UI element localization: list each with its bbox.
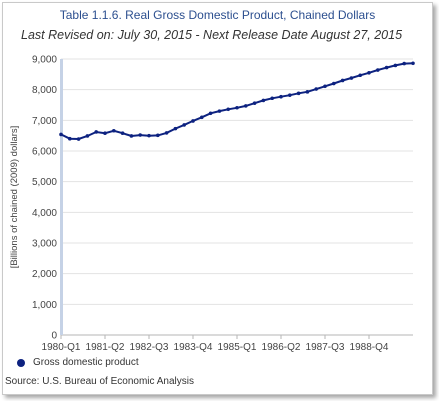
gdp-data-point xyxy=(323,84,327,89)
chart-frame: Table 1.1.6. Real Gross Domestic Product… xyxy=(2,2,433,395)
gdp-data-point xyxy=(59,132,63,137)
gdp-data-point xyxy=(164,131,169,135)
x-tick-label: 1980-Q1 xyxy=(42,342,81,353)
gdp-data-point xyxy=(349,76,354,80)
x-tick-label: 1981-Q2 xyxy=(86,342,125,353)
gdp-data-point xyxy=(120,131,125,136)
x-tick-label: 1987-Q3 xyxy=(306,342,345,353)
gdp-data-point xyxy=(235,105,239,110)
gdp-data-point xyxy=(402,61,407,66)
y-tick-label: 8,000 xyxy=(32,85,57,96)
x-tick-label: 1986-Q2 xyxy=(262,342,301,353)
gdp-data-point xyxy=(296,91,301,96)
y-tick-label: 7,000 xyxy=(32,116,57,127)
gdp-data-point xyxy=(411,61,415,66)
gdp-line-chart: 0 1,000 2,000 3,000 4,000 5,000 6,000 7,000 8,00… xyxy=(9,55,415,353)
gdp-data-point xyxy=(367,71,371,75)
gdp-data-point xyxy=(314,87,319,91)
gdp-data-point xyxy=(252,101,257,105)
gdp-data-point xyxy=(191,119,195,123)
chart-title: Table 1.1.6. Real Gross Domestic Product… xyxy=(59,8,376,22)
chart-subtitle: Last Revised on: July 30, 2015 - Next Re… xyxy=(21,28,403,42)
gdp-data-point xyxy=(261,98,266,103)
y-tick-label: 0 xyxy=(51,331,57,342)
legend-label: Gross domestic product xyxy=(33,357,139,368)
y-tick-label: 4,000 xyxy=(32,208,57,219)
gdp-data-point xyxy=(68,136,72,141)
y-tick-label: 6,000 xyxy=(32,147,57,158)
y-tick-label: 1,000 xyxy=(32,300,57,311)
chart-legend[interactable]: Gross domestic product xyxy=(17,357,139,368)
gdp-data-point xyxy=(288,93,292,97)
gdp-data-point xyxy=(217,109,222,113)
gdp-data-point xyxy=(138,133,142,137)
x-tick-label: 1983-Q4 xyxy=(174,342,213,353)
y-tick-label: 3,000 xyxy=(32,239,57,250)
y-tick-label: 9,000 xyxy=(32,55,57,66)
gdp-data-point xyxy=(226,107,230,112)
source-note: Source: U.S. Bureau of Economic Analysis xyxy=(5,376,194,387)
gdp-data-point xyxy=(244,104,248,108)
y-axis-bar xyxy=(60,59,63,335)
gdp-data-point xyxy=(156,133,160,138)
gdp-data-point xyxy=(358,73,363,78)
y-tick-label: 5,000 xyxy=(32,177,57,188)
legend-marker-icon xyxy=(17,358,25,367)
gdp-data-point xyxy=(340,78,345,83)
gdp-data-point xyxy=(182,123,186,127)
y-axis-label: [Billions of chained (2009) dollars] xyxy=(9,126,20,269)
gdp-data-point xyxy=(279,94,283,99)
gdp-data-point xyxy=(76,137,81,141)
gdp-data-point xyxy=(85,134,90,138)
gdp-data-point xyxy=(147,133,151,138)
gdp-data-point xyxy=(103,131,107,136)
gdp-data-point xyxy=(112,128,116,133)
gdp-data-point xyxy=(173,126,178,131)
gdp-data-point xyxy=(94,130,98,134)
gdp-data-point xyxy=(393,63,398,68)
gdp-data-point xyxy=(332,81,336,86)
gdp-data-point xyxy=(200,115,204,120)
gdp-data-point xyxy=(270,96,275,101)
x-tick-label: 1982-Q3 xyxy=(130,342,169,353)
gdp-data-point xyxy=(376,68,380,72)
gdp-data-point xyxy=(129,134,134,138)
x-tick-label: 1988-Q4 xyxy=(350,342,389,353)
gdp-data-point xyxy=(305,90,310,94)
gdp-data-point xyxy=(208,111,213,116)
y-tick-label: 2,000 xyxy=(32,269,57,280)
gdp-data-point xyxy=(384,65,389,70)
x-tick-label: 1985-Q1 xyxy=(218,342,257,353)
